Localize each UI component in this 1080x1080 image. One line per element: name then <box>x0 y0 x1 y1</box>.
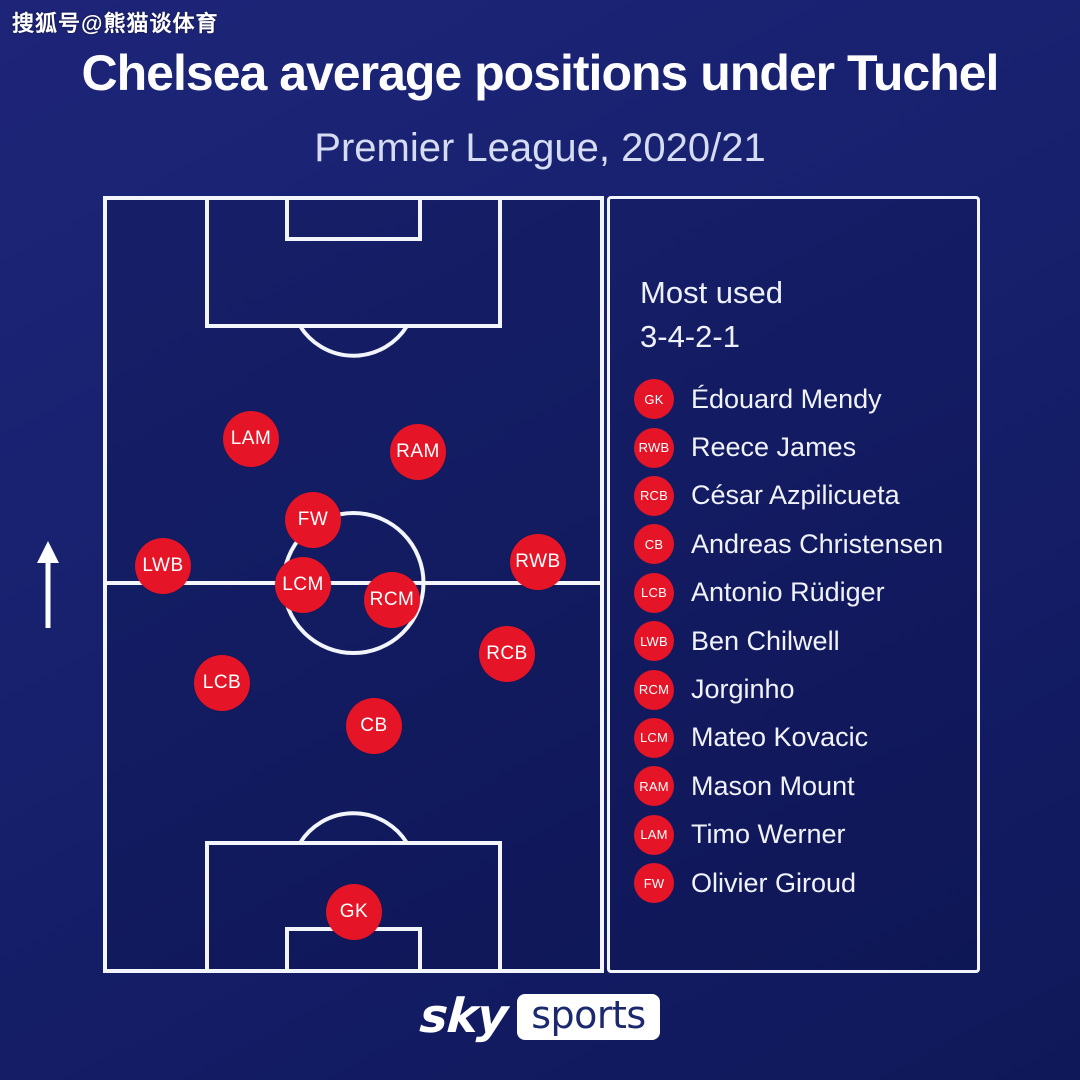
pitch-badge-fw: FW <box>285 492 341 548</box>
pitch-badge-lcb: LCB <box>194 655 250 711</box>
pitch-badge-lwb: LWB <box>135 538 191 594</box>
pitch-badge-rcm: RCM <box>364 572 420 628</box>
position-badge: RCM <box>634 669 674 710</box>
legend-row-gk: GK Édouard Mendy <box>634 375 969 423</box>
legend-row-lcm: LCM Mateo Kovacic <box>634 714 969 762</box>
pitch-badge-ram: RAM <box>390 424 446 480</box>
watermark-text: 搜狐号@熊猫谈体育 <box>12 11 219 36</box>
pitch-badges-layer: LAM RAM FW LWB RWB LCM RCM RCB LCB CB GK <box>103 196 604 973</box>
sky-sports-logo: sky sports <box>0 989 1080 1044</box>
legend-heading: Most used 3-4-2-1 <box>640 271 783 359</box>
legend-row-rcb: RCB César Azpilicueta <box>634 472 969 520</box>
position-badge: GK <box>634 379 674 420</box>
legend-row-lwb: LWB Ben Chilwell <box>634 617 969 665</box>
position-badge: FW <box>634 863 674 904</box>
sky-logo-word: sky <box>418 989 510 1044</box>
position-badge: CB <box>634 524 674 565</box>
position-badge: RAM <box>634 766 674 807</box>
position-badge: RWB <box>634 427 674 468</box>
top-penalty-box <box>205 198 502 328</box>
pitch-badge-rcb: RCB <box>479 626 535 682</box>
player-name: Reece James <box>691 432 857 463</box>
legend-row-cb: CB Andreas Christensen <box>634 520 969 568</box>
player-name: Andreas Christensen <box>691 528 944 559</box>
pitch-badge-cb: CB <box>346 698 402 754</box>
position-badge: LCM <box>634 717 674 758</box>
bottom-penalty-box <box>205 841 502 971</box>
legend-row-ram: RAM Mason Mount <box>634 762 969 810</box>
player-name: Jorginho <box>691 674 795 705</box>
legend-player-list: GK Édouard Mendy RWB Reece James RCB César Az… <box>634 375 969 907</box>
pitch-badge-lam: LAM <box>223 411 279 467</box>
player-name: Antonio Rüdiger <box>691 577 885 608</box>
position-badge: LAM <box>634 814 674 855</box>
top-six-yard-box <box>285 198 422 241</box>
player-name: César Azpilicueta <box>691 480 900 511</box>
pitch-badge-lcm: LCM <box>275 557 331 613</box>
attack-direction-arrow-icon <box>37 541 59 628</box>
player-name: Timo Werner <box>691 819 846 850</box>
legend-panel: Most used 3-4-2-1 GK Édouard Mendy RWB Reec… <box>607 196 980 973</box>
page-title: Chelsea average positions under Tuchel <box>81 45 1000 101</box>
player-name: Mateo Kovacic <box>691 722 869 753</box>
page-subtitle: Premier League, 2020/21 <box>314 126 766 170</box>
legend-row-lam: LAM Timo Werner <box>634 811 969 859</box>
legend-row-rwb: RWB Reece James <box>634 423 969 471</box>
position-badge: RCB <box>634 475 674 516</box>
legend-heading-line2: 3-4-2-1 <box>640 319 740 355</box>
position-badge: LCB <box>634 572 674 613</box>
legend-heading-line1: Most used <box>640 275 784 310</box>
player-name: Mason Mount <box>691 770 855 801</box>
sports-logo-word: sports <box>531 992 646 1037</box>
legend-row-rcm: RCM Jorginho <box>634 665 969 713</box>
top-penalty-arc <box>298 324 409 358</box>
player-name: Olivier Giroud <box>691 867 857 898</box>
sports-logo-box: sports <box>517 992 660 1040</box>
position-badge: LWB <box>634 621 674 662</box>
player-name: Ben Chilwell <box>691 625 840 656</box>
bottom-penalty-arc <box>298 811 409 845</box>
legend-row-fw: FW Olivier Giroud <box>634 859 969 907</box>
pitch-badge-gk: GK <box>326 884 382 940</box>
pitch-badge-rwb: RWB <box>510 534 566 590</box>
player-name: Édouard Mendy <box>691 383 882 414</box>
legend-row-lcb: LCB Antonio Rüdiger <box>634 569 969 617</box>
